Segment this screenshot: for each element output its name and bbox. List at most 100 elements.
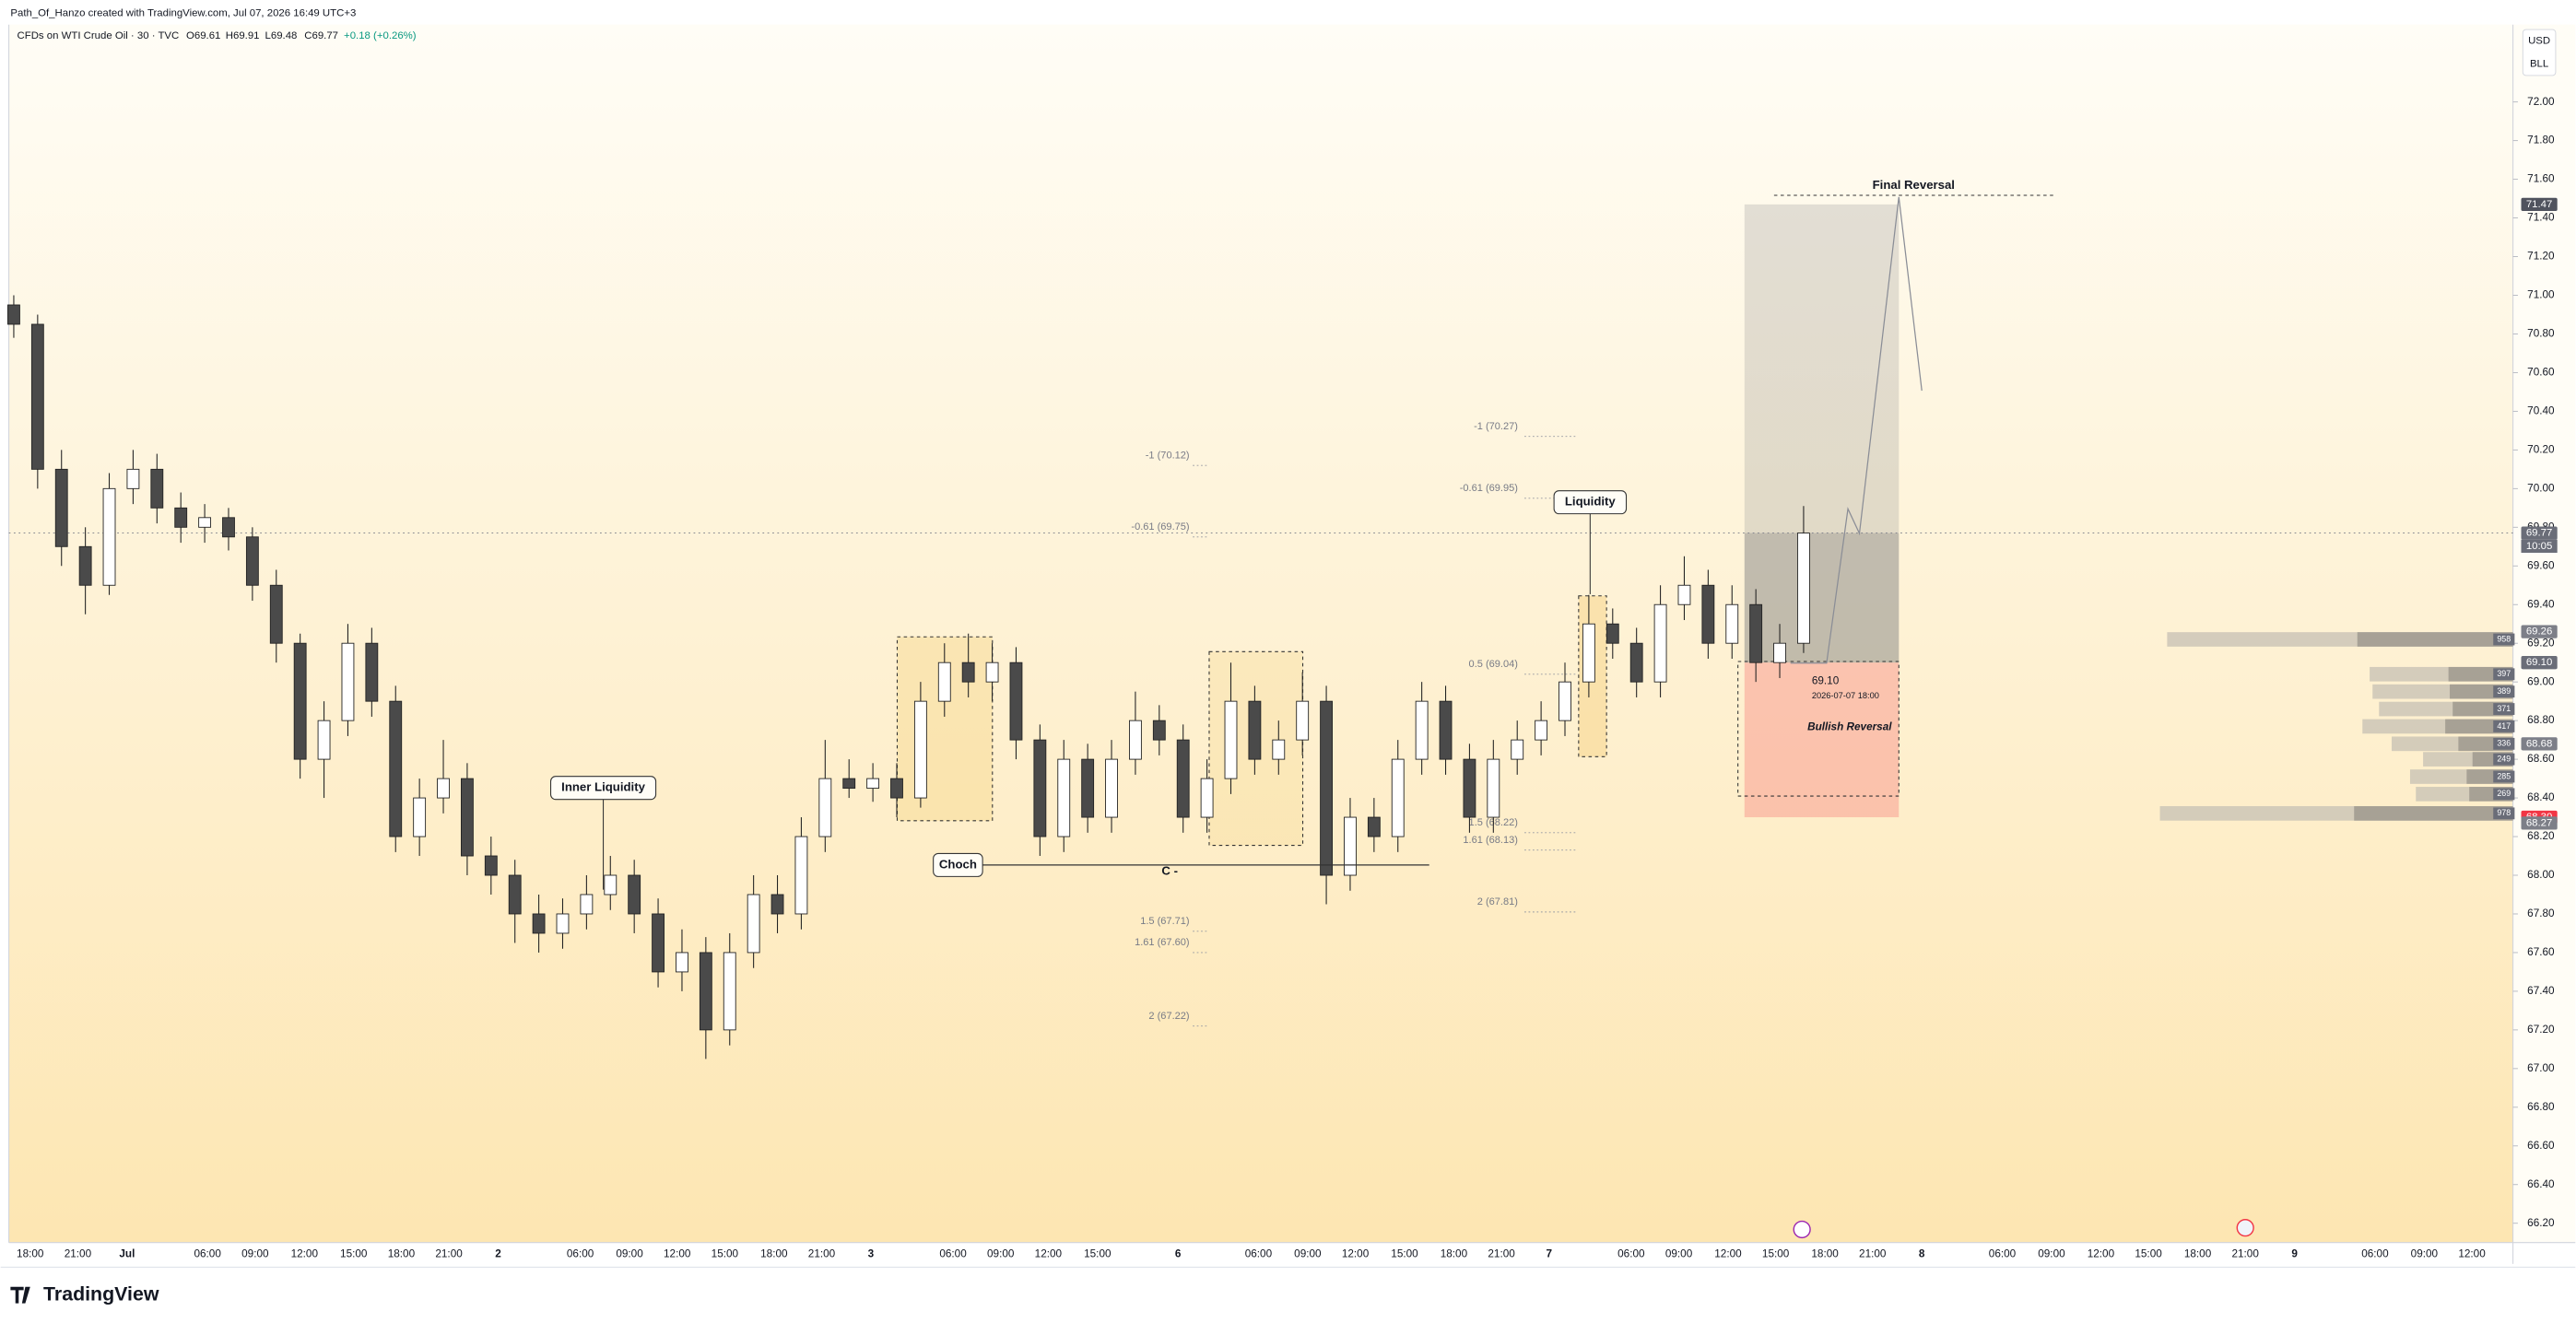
y-tick-label: 71.20 bbox=[2527, 251, 2555, 263]
candle-body bbox=[30, 323, 44, 470]
x-tick-label: 09:00 bbox=[241, 1247, 269, 1259]
candle-body bbox=[1629, 642, 1643, 683]
candle-body bbox=[341, 642, 355, 721]
y-tick-label: 70.00 bbox=[2527, 482, 2555, 494]
candle-body bbox=[842, 778, 856, 790]
reversal-box bbox=[1737, 661, 1900, 797]
candle-body bbox=[1439, 700, 1453, 760]
countdown: 10:05 bbox=[2526, 541, 2553, 552]
x-tick-label: 09:00 bbox=[616, 1247, 643, 1259]
candle-body bbox=[484, 855, 498, 876]
y-tick-label: 68.40 bbox=[2527, 791, 2555, 803]
y-tick-label: 67.60 bbox=[2527, 946, 2555, 958]
candle-body bbox=[1176, 739, 1190, 818]
volume-label: 389 bbox=[2497, 686, 2511, 696]
candle-body bbox=[174, 507, 188, 528]
fib-label: 2 (67.81) bbox=[1477, 896, 1518, 907]
x-tick-label: 06:00 bbox=[567, 1247, 594, 1259]
candle-body bbox=[126, 468, 140, 489]
candle-body bbox=[1797, 533, 1810, 644]
candle-body bbox=[269, 584, 283, 644]
y-tick-label: 69.20 bbox=[2527, 637, 2555, 649]
price-label: 69.77 bbox=[2526, 528, 2553, 539]
annotation: Liquidity bbox=[1565, 495, 1617, 509]
candle-body bbox=[1391, 758, 1405, 837]
candle-body bbox=[985, 662, 999, 683]
x-tick-label: 12:00 bbox=[2458, 1247, 2486, 1259]
candle-body bbox=[1725, 603, 1739, 644]
brand-logo[interactable] bbox=[10, 1286, 30, 1304]
price-label-box bbox=[2521, 816, 2558, 830]
candle-body bbox=[770, 894, 784, 915]
event-icon[interactable] bbox=[2236, 1219, 2254, 1237]
candle-body bbox=[1272, 739, 1286, 760]
plot-bg bbox=[8, 24, 2513, 1243]
candle-body bbox=[293, 642, 307, 760]
price-label: 68.68 bbox=[2526, 738, 2553, 749]
x-tick-label: 18:00 bbox=[760, 1247, 788, 1259]
x-tick-label: 15:00 bbox=[1762, 1247, 1790, 1259]
candle-body bbox=[1009, 662, 1023, 741]
y-tick-label: 70.20 bbox=[2527, 443, 2555, 455]
candle-body bbox=[1224, 700, 1238, 779]
y-tick-label: 67.00 bbox=[2527, 1062, 2555, 1074]
volume-label: 336 bbox=[2497, 739, 2511, 748]
volume-label-box bbox=[2493, 788, 2515, 801]
fib-label: -0.61 (69.75) bbox=[1131, 521, 1189, 533]
x-tick-label: 15:00 bbox=[1391, 1247, 1418, 1259]
y-tick-label: 68.20 bbox=[2527, 830, 2555, 842]
fib-label: 1.61 (68.13) bbox=[1463, 835, 1518, 846]
candle-body bbox=[1105, 758, 1118, 818]
x-tick-label: 8 bbox=[1919, 1247, 1925, 1259]
x-tick-label: 06:00 bbox=[194, 1247, 221, 1259]
y-tick-label: 66.60 bbox=[2527, 1140, 2555, 1152]
y-tick-label: 69.00 bbox=[2527, 675, 2555, 687]
volume-label-box bbox=[2493, 703, 2515, 715]
x-tick-label: 21:00 bbox=[1488, 1247, 1515, 1259]
price-label: 69.26 bbox=[2526, 626, 2553, 638]
y-tick-label: 66.80 bbox=[2527, 1101, 2555, 1113]
candle-body bbox=[1415, 700, 1429, 760]
target-zone bbox=[1744, 204, 1900, 663]
y-tick-label: 67.40 bbox=[2527, 985, 2555, 997]
price-label-box bbox=[2521, 526, 2558, 540]
candle-body bbox=[1701, 584, 1715, 644]
y-tick-label: 66.40 bbox=[2527, 1178, 2555, 1190]
y-tick-label: 68.00 bbox=[2527, 869, 2555, 881]
candle-body bbox=[532, 913, 546, 934]
candle-body bbox=[1033, 739, 1047, 837]
price-label-box bbox=[2521, 656, 2558, 670]
x-tick-label: 21:00 bbox=[808, 1247, 836, 1259]
y-tick-label: 70.60 bbox=[2527, 367, 2555, 379]
candle-body bbox=[604, 874, 618, 896]
x-tick-label: 06:00 bbox=[939, 1247, 967, 1259]
candle-body bbox=[1749, 603, 1763, 663]
unit[interactable]: BLL bbox=[2530, 58, 2548, 69]
brand[interactable]: TradingView bbox=[43, 1282, 159, 1305]
candle-body bbox=[913, 700, 927, 799]
currency-box[interactable] bbox=[2522, 29, 2557, 76]
x-tick-label: 18:00 bbox=[388, 1247, 416, 1259]
x-tick-label: 18:00 bbox=[2184, 1247, 2212, 1259]
event-icon[interactable] bbox=[1793, 1220, 1811, 1239]
x-tick-label: Jul bbox=[119, 1247, 135, 1259]
x-tick-label: 9 bbox=[2291, 1247, 2298, 1259]
candle-body bbox=[556, 913, 570, 934]
x-tick-label: 09:00 bbox=[2411, 1247, 2439, 1259]
x-tick-label: 09:00 bbox=[987, 1247, 1015, 1259]
y-tick-label: 71.60 bbox=[2527, 173, 2555, 185]
volume-label-box bbox=[2493, 685, 2515, 698]
fib-label: -1 (70.12) bbox=[1146, 450, 1190, 461]
candle-body bbox=[508, 874, 522, 915]
volume-label: 978 bbox=[2497, 808, 2511, 817]
close: C69.77 bbox=[304, 30, 338, 41]
candle-body bbox=[866, 778, 880, 790]
volume-label-box bbox=[2493, 633, 2515, 646]
fib-label: 1.5 (67.71) bbox=[1140, 916, 1189, 927]
x-tick-label: 21:00 bbox=[435, 1247, 463, 1259]
currency[interactable]: USD bbox=[2528, 36, 2550, 47]
y-tick-label: 67.80 bbox=[2527, 907, 2555, 919]
candle-body bbox=[389, 700, 403, 837]
annotation: 2026-07-07 18:00 bbox=[1812, 691, 1879, 700]
volume-label-box bbox=[2493, 737, 2515, 750]
